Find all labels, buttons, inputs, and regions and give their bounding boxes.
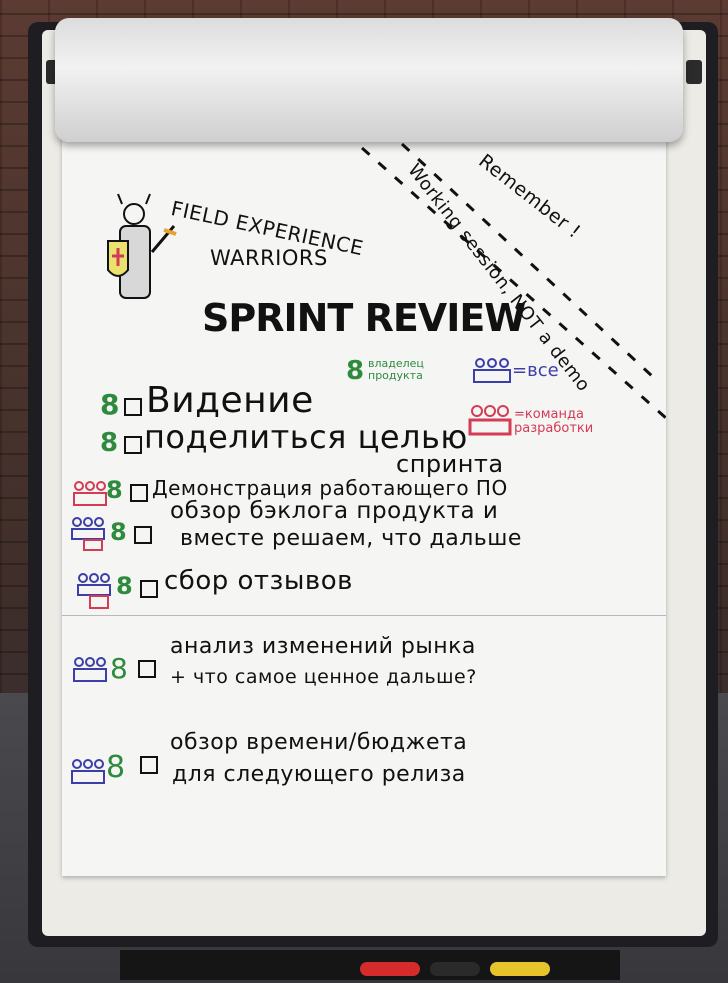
checkbox-5[interactable] xyxy=(140,580,158,598)
black-marker[interactable] xyxy=(430,962,480,976)
owner-marker-5: 8 xyxy=(116,572,133,600)
legend-dev-team: =команда разработки xyxy=(514,407,594,436)
agenda-item-4-cont: вместе решаем, что дальше xyxy=(180,526,522,551)
owner-marker-4: 8 xyxy=(110,518,127,546)
agenda-item-6: анализ изменений рынка xyxy=(170,634,476,659)
agenda-item-7: обзор времени/бюджета xyxy=(170,730,468,755)
banner-dashes xyxy=(361,142,666,420)
legend-everyone: =все xyxy=(512,360,559,381)
checkbox-2[interactable] xyxy=(124,436,142,454)
flipchart-sheet xyxy=(62,136,666,876)
checkbox-6[interactable] xyxy=(138,660,156,678)
everyone-marker-7 xyxy=(71,759,105,784)
warriors-text: WARRIORS xyxy=(210,246,328,270)
agenda-item-6-cont: + что самое ценное дальше? xyxy=(170,666,477,688)
checkbox-4[interactable] xyxy=(134,526,152,544)
dev-team-icon xyxy=(468,405,512,436)
owner-marker-3: 8 xyxy=(106,476,123,504)
owner-marker-6: 8 xyxy=(110,652,128,685)
everyone-marker-6 xyxy=(73,657,107,682)
everyone-icon xyxy=(473,358,511,383)
right-clip xyxy=(686,60,702,84)
dev-team-marker-3 xyxy=(73,481,107,506)
everyone-marker-5 xyxy=(77,573,111,609)
owner-icon: 8 xyxy=(346,356,365,386)
yellow-marker[interactable] xyxy=(490,962,550,976)
agenda-item-2-cont: спринта xyxy=(396,450,504,478)
checkbox-1[interactable] xyxy=(124,398,142,416)
agenda-item-5: сбор отзывов xyxy=(164,566,353,596)
agenda-item-7-cont: для следующего релиза xyxy=(172,762,466,787)
checkbox-7[interactable] xyxy=(140,756,158,774)
agenda-item-4: обзор бэклога продукта и xyxy=(170,498,499,524)
agenda-item-2: поделиться целью xyxy=(144,418,468,456)
section-divider xyxy=(62,615,666,616)
owner-marker-1: 8 xyxy=(100,388,120,421)
agenda-item-1: Видение xyxy=(146,380,314,421)
knight-icon xyxy=(107,193,177,299)
paper-roll xyxy=(55,18,683,142)
everyone-marker-4 xyxy=(71,517,105,551)
legend-product-owner: владелец продукта xyxy=(368,357,424,382)
owner-marker-2: 8 xyxy=(100,428,119,458)
checkbox-3[interactable] xyxy=(130,484,148,502)
agenda-item-3: Демонстрация работающего ПО xyxy=(152,476,508,500)
red-marker[interactable] xyxy=(360,962,420,976)
owner-marker-7: 8 xyxy=(106,750,126,785)
page-title: SPRINT REVIEW xyxy=(202,296,526,340)
